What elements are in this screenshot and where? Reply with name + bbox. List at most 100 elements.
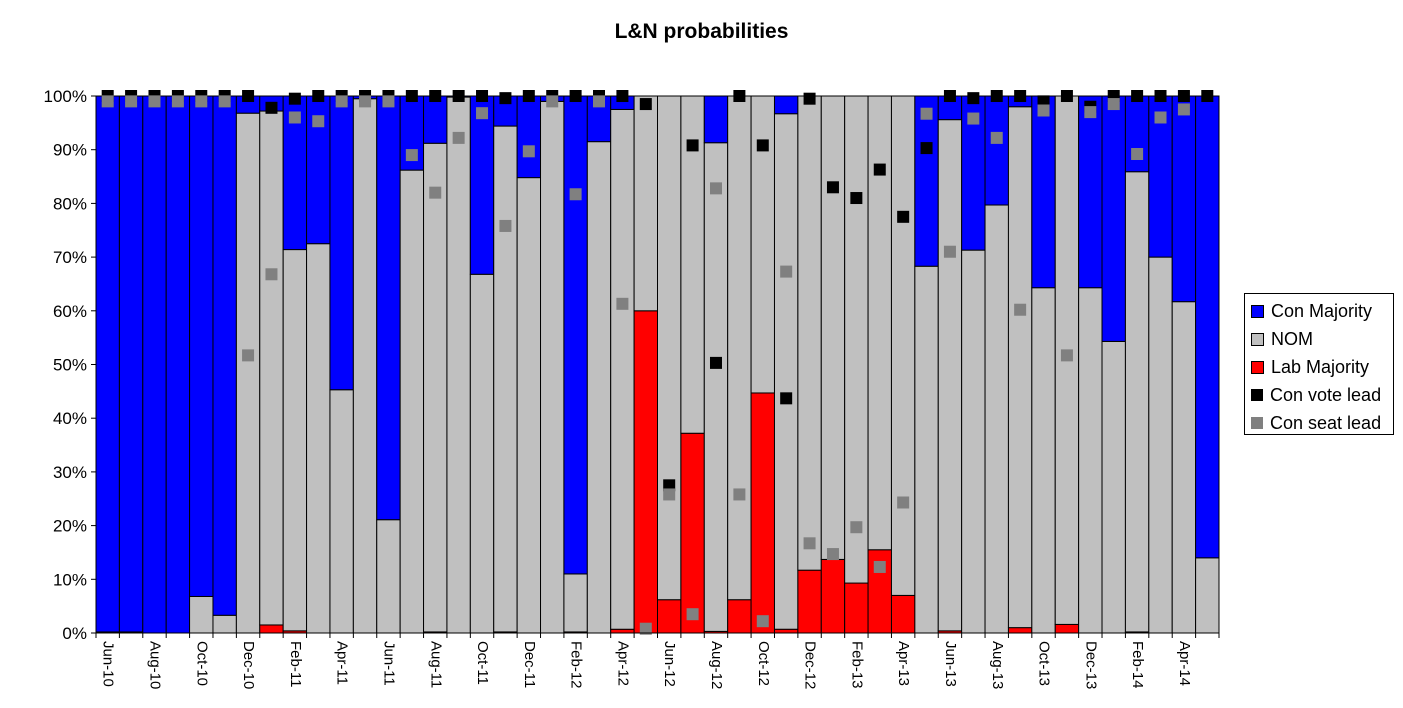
marker-con-vote-lead-34 <box>897 210 910 223</box>
legend-item-lab-majority: Lab Majority <box>1245 353 1393 381</box>
bar-con-majority-42 <box>1078 95 1103 289</box>
x-tick-label: Dec-10 <box>240 641 257 689</box>
bar-con-majority-18 <box>516 95 542 179</box>
bar-con-majority-4 <box>189 95 214 597</box>
x-tick-label: Dec-13 <box>1082 641 1099 689</box>
y-tick-label: 20% <box>53 517 87 536</box>
marker-con-vote-lead-18 <box>522 90 535 102</box>
marker-con-seat-lead-41 <box>1060 349 1073 362</box>
markers-layer <box>101 90 1214 635</box>
bar-nom-7 <box>259 110 284 626</box>
marker-con-vote-lead-31 <box>826 181 839 194</box>
bar-nom-15 <box>446 96 471 634</box>
bar-nom-34 <box>890 95 916 596</box>
bar-con-majority-46 <box>1171 95 1197 303</box>
marker-con-seat-lead-22 <box>616 297 629 310</box>
marker-con-seat-lead-0 <box>101 95 114 108</box>
x-tick-label: Feb-13 <box>848 641 865 689</box>
y-tick-label: 10% <box>53 570 87 589</box>
marker-con-vote-lead-30 <box>803 92 816 105</box>
marker-con-vote-lead-45 <box>1154 90 1167 102</box>
marker-con-vote-lead-16 <box>476 90 489 102</box>
marker-con-seat-lead-24 <box>663 488 676 501</box>
marker-con-seat-lead-39 <box>1014 303 1027 316</box>
marker-con-vote-lead-39 <box>1014 90 1027 102</box>
marker-con-seat-lead-12 <box>382 95 395 108</box>
bar-nom-18 <box>516 177 542 634</box>
marker-con-vote-lead-29 <box>780 392 793 405</box>
marker-con-seat-lead-28 <box>756 615 769 628</box>
bar-con-majority-20 <box>563 95 588 575</box>
bar-con-majority-47 <box>1195 95 1220 559</box>
marker-con-seat-lead-6 <box>242 349 255 362</box>
y-tick-label: 40% <box>53 409 87 428</box>
marker-con-seat-lead-44 <box>1131 148 1144 160</box>
marker-con-seat-lead-4 <box>195 95 208 108</box>
x-tick-label: Oct-12 <box>755 641 772 686</box>
tick-labels-layer: 0% 10% 20% 30% 40% 50% 60% 70% 80% 90% 100% Jun-10 A… <box>44 87 1220 689</box>
marker-con-seat-lead-26 <box>709 182 722 195</box>
bar-nom-32 <box>844 95 869 584</box>
marker-con-seat-lead-34 <box>897 496 910 509</box>
marker-con-seat-lead-14 <box>429 186 442 199</box>
marker-con-seat-lead-29 <box>780 265 793 278</box>
bar-con-majority-14 <box>423 95 448 144</box>
x-tick-label: Apr-13 <box>895 641 912 686</box>
marker-con-vote-lead-38 <box>990 90 1003 102</box>
y-tick-label: 90% <box>53 141 87 160</box>
bar-con-majority-44 <box>1124 95 1150 173</box>
legend-label-con-majority: Con Majority <box>1271 300 1373 321</box>
marker-con-vote-lead-36 <box>943 90 956 102</box>
bar-nom-5 <box>212 614 237 634</box>
legend-label-nom: NOM <box>1271 328 1313 349</box>
bar-lab-majority-31 <box>820 558 846 634</box>
marker-con-seat-lead-20 <box>569 188 582 201</box>
bar-nom-44 <box>1124 171 1150 633</box>
marker-con-vote-lead-7 <box>265 101 278 114</box>
bar-con-majority-12 <box>376 95 401 521</box>
marker-con-seat-lead-5 <box>218 95 231 108</box>
bar-lab-majority-24 <box>657 599 682 634</box>
x-tick-label: Dec-12 <box>802 641 819 689</box>
bar-lab-majority-28 <box>750 392 775 634</box>
bar-con-majority-43 <box>1101 95 1126 342</box>
marker-con-vote-lead-41 <box>1060 90 1073 102</box>
marker-con-seat-lead-13 <box>405 149 418 162</box>
legend-label-con-seat-lead: Con seat lead <box>1270 412 1382 433</box>
bar-con-majority-1 <box>118 95 144 633</box>
marker-con-seat-lead-27 <box>733 488 746 501</box>
bar-nom-26 <box>703 142 729 632</box>
marker-con-vote-lead-32 <box>850 192 863 205</box>
marker-con-seat-lead-33 <box>873 560 886 573</box>
legend-item-nom: NOM <box>1245 325 1393 353</box>
bar-nom-19 <box>540 100 565 634</box>
bar-nom-16 <box>469 273 495 634</box>
bar-con-majority-29 <box>773 95 799 115</box>
bar-con-majority-5 <box>212 95 237 616</box>
marker-con-vote-lead-47 <box>1201 90 1214 102</box>
x-tick-label: Jun-12 <box>661 641 678 687</box>
marker-con-seat-lead-2 <box>148 95 161 108</box>
marker-con-seat-lead-3 <box>171 95 184 108</box>
bar-con-majority-10 <box>329 95 354 391</box>
bar-nom-42 <box>1078 287 1103 634</box>
marker-con-seat-lead-40 <box>1037 104 1050 117</box>
bar-nom-47 <box>1195 557 1220 634</box>
legend-label-con-vote-lead: Con vote lead <box>1270 384 1382 405</box>
x-tick-label: Aug-12 <box>708 641 725 689</box>
y-tick-label: 100% <box>44 87 87 106</box>
bar-nom-40 <box>1031 287 1056 634</box>
x-tick-label: Aug-11 <box>427 641 444 688</box>
marker-con-vote-lead-23 <box>639 98 652 111</box>
bar-nom-30 <box>797 95 822 571</box>
bar-nom-38 <box>984 204 1009 634</box>
marker-con-seat-lead-21 <box>593 95 606 108</box>
bar-nom-31 <box>820 95 846 560</box>
legend-item-con-vote-lead: Con vote lead <box>1245 381 1393 409</box>
marker-con-seat-lead-46 <box>1177 103 1190 116</box>
marker-con-vote-lead-22 <box>616 90 629 102</box>
bar-nom-46 <box>1171 301 1197 634</box>
marker-con-seat-lead-38 <box>990 131 1003 144</box>
bar-nom-37 <box>961 249 986 634</box>
